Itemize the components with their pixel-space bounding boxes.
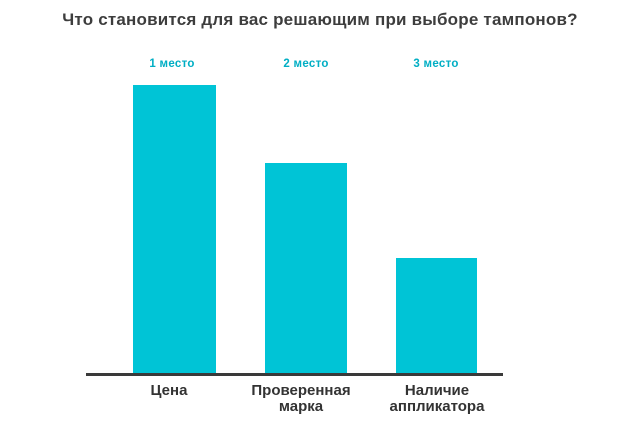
rank-label-1: 1 место xyxy=(149,58,195,70)
bar-price xyxy=(133,85,216,374)
bar-trusted-brand xyxy=(265,163,347,374)
category-label-trusted-brand: Проверенная марка xyxy=(251,382,351,415)
category-label-applicator: Наличие аппликатора xyxy=(389,382,485,415)
category-label-price: Цена xyxy=(150,382,188,399)
bar-applicator xyxy=(396,258,477,374)
x-axis-line xyxy=(86,373,503,376)
chart-title: Что становится для вас решающим при выбо… xyxy=(62,10,578,29)
rank-label-2: 2 место xyxy=(283,58,329,70)
rank-label-3: 3 место xyxy=(413,58,459,70)
